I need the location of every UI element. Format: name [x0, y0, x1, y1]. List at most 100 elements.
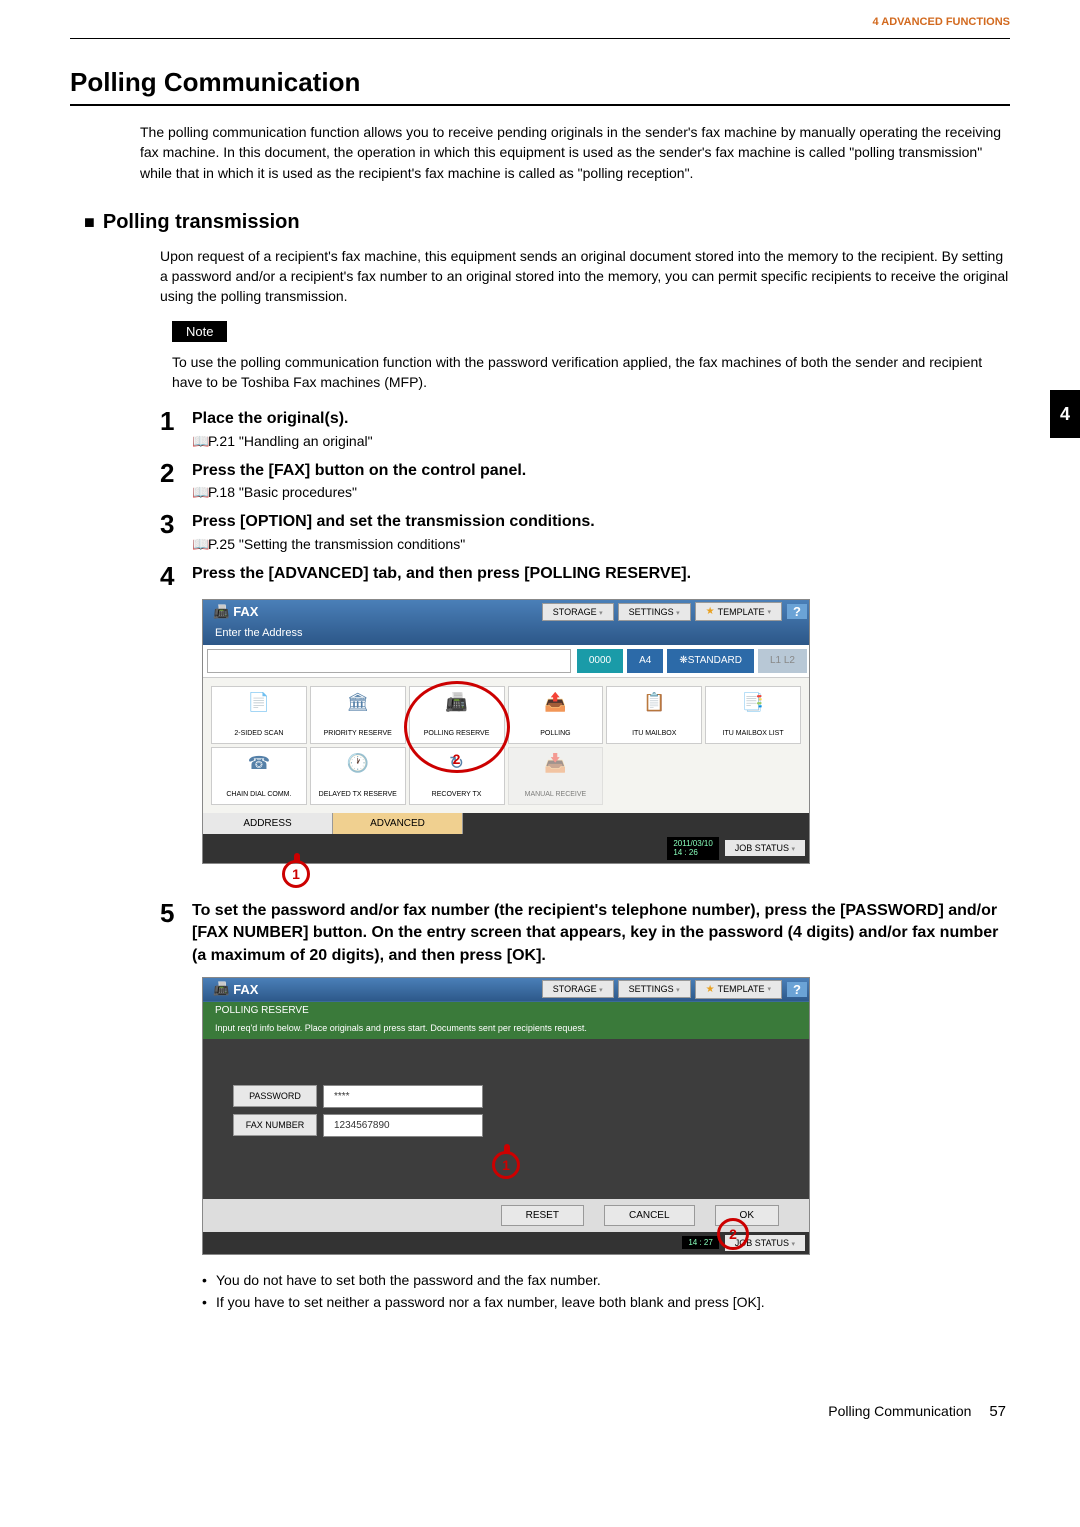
icon-itu-mailbox[interactable]: 📋 ITU MAILBOX: [606, 686, 702, 744]
icon-empty: [606, 747, 702, 805]
step-number: 5: [160, 900, 192, 967]
step-1: 1 Place the original(s). 📖P.21 "Handling…: [160, 408, 1010, 449]
settings-button[interactable]: SETTINGS ▾: [618, 603, 691, 621]
section-title-text: Polling transmission: [103, 211, 300, 234]
counter-pill: 0000: [577, 649, 623, 673]
help-button[interactable]: ?: [787, 982, 807, 997]
tab-address[interactable]: ADDRESS: [203, 813, 333, 834]
icon-label: CHAIN DIAL COMM.: [226, 791, 291, 798]
icon-empty: [705, 747, 801, 805]
template-button[interactable]: ★TEMPLATE ▾: [695, 602, 782, 621]
note-text: To use the polling communication functio…: [172, 352, 1010, 393]
polling-reserve-icon: 📠: [445, 693, 467, 713]
book-icon: 📖: [192, 484, 206, 501]
chapter-label: 4 ADVANCED FUNCTIONS: [70, 16, 1010, 28]
step-heading: Press the [ADVANCED] tab, and then press…: [192, 563, 1010, 585]
step-heading: Place the original(s).: [192, 408, 1010, 430]
step-sub: 📖P.18 "Basic procedures": [192, 484, 1010, 501]
storage-button[interactable]: STORAGE ▾: [542, 603, 614, 621]
mailbox-icon: 📋: [643, 693, 665, 713]
polling-reserve-subtitle: POLLING RESERVE: [203, 1002, 809, 1019]
icon-2sided-scan[interactable]: 📄 2-SIDED SCAN: [211, 686, 307, 744]
callout-1: 1: [492, 1151, 520, 1179]
chevron-down-icon: ▾: [767, 608, 771, 616]
page-footer: Polling Communication 57: [70, 1403, 1010, 1420]
standard-text: STANDARD: [688, 655, 742, 666]
scan-icon: 📄: [248, 693, 270, 713]
screenshot-advanced-tab: 📠FAX STORAGE ▾ SETTINGS ▾ ★TEMPLATE ▾ ? …: [202, 599, 810, 864]
password-value: ****: [323, 1085, 483, 1108]
storage-label: STORAGE: [553, 984, 597, 994]
header-rule: [70, 38, 1010, 39]
step-5: 5 To set the password and/or fax number …: [160, 900, 1010, 967]
template-label: TEMPLATE: [718, 984, 765, 994]
star-icon: ★: [706, 606, 715, 617]
job-status-button[interactable]: JOB STATUS ▾: [725, 840, 805, 856]
step-sub: 📖P.21 "Handling an original": [192, 433, 1010, 450]
bullet-list: You do not have to set both the password…: [202, 1269, 1010, 1314]
note-badge: Note: [172, 321, 227, 342]
callout-2: 2: [717, 1218, 749, 1250]
icon-label: POLLING: [540, 730, 570, 737]
storage-button[interactable]: STORAGE ▾: [542, 980, 614, 998]
section-paragraph: Upon request of a recipient's fax machin…: [160, 246, 1010, 307]
fax-title-text: FAX: [233, 982, 258, 997]
faxnumber-row: FAX NUMBER 1234567890: [233, 1114, 779, 1137]
password-button[interactable]: PASSWORD: [233, 1085, 317, 1107]
icon-label: ITU MAILBOX: [632, 730, 676, 737]
icon-delayed-tx[interactable]: 🕐DELAYED TX RESERVE: [310, 747, 406, 805]
callout-number-2: 2: [453, 751, 461, 767]
list-item: If you have to set neither a password no…: [202, 1291, 1010, 1313]
tab-advanced[interactable]: ADVANCED: [333, 813, 463, 834]
help-button[interactable]: ?: [787, 604, 807, 619]
delayed-icon: 🕐: [347, 754, 369, 774]
template-button[interactable]: ★TEMPLATE ▾: [695, 980, 782, 999]
icon-itu-mailbox-list[interactable]: 📑ITU MAILBOX LIST: [705, 686, 801, 744]
step-number: 4: [160, 563, 192, 589]
settings-label: SETTINGS: [629, 984, 674, 994]
icon-polling[interactable]: 📤 POLLING: [508, 686, 604, 744]
icon-label: 2-SIDED SCAN: [234, 730, 283, 737]
step-ref: P.21 "Handling an original": [208, 433, 373, 449]
fax-title: 📠FAX: [203, 604, 539, 620]
book-icon: 📖: [192, 536, 206, 553]
icon-polling-reserve[interactable]: 📠POLLING RESERVE 2: [409, 686, 505, 744]
job-status-label: JOB STATUS: [735, 843, 789, 853]
fax-icon: 📠: [213, 604, 229, 620]
faxnumber-button[interactable]: FAX NUMBER: [233, 1114, 317, 1136]
book-icon: 📖: [192, 433, 206, 450]
priority-icon: 🏛: [346, 693, 369, 713]
icon-label: RECOVERY TX: [432, 791, 482, 798]
standard-pill: ❋ STANDARD: [667, 649, 754, 673]
template-label: TEMPLATE: [718, 607, 765, 617]
icon-label: MANUAL RECEIVE: [525, 791, 587, 798]
step-4: 4 Press the [ADVANCED] tab, and then pre…: [160, 563, 1010, 589]
title-underline: [70, 104, 1010, 106]
settings-label: SETTINGS: [629, 607, 674, 617]
step-heading: Press [OPTION] and set the transmission …: [192, 511, 1010, 533]
address-field[interactable]: [207, 649, 571, 673]
icon-chain-dial[interactable]: ☎ CHAIN DIAL COMM.: [211, 747, 307, 805]
cancel-button[interactable]: CANCEL: [604, 1205, 695, 1226]
sidebar-tab: 4: [1050, 390, 1080, 438]
callout-1: 1: [282, 860, 310, 888]
lines-pill: L1 L2: [758, 649, 807, 673]
step-heading: To set the password and/or fax number (t…: [192, 900, 1010, 967]
step-number: 3: [160, 511, 192, 552]
step-heading: Press the [FAX] button on the control pa…: [192, 460, 1010, 482]
chevron-down-icon: ▾: [676, 987, 680, 994]
reset-button[interactable]: RESET: [501, 1205, 584, 1226]
icon-priority-reserve[interactable]: 🏛PRIORITY RESERVE: [310, 686, 406, 744]
date-text: 2011/03/10: [673, 839, 712, 848]
chain-icon: ☎: [248, 754, 270, 774]
screenshot-polling-reserve: 📠FAX STORAGE ▾ SETTINGS ▾ ★TEMPLATE ▾ ? …: [202, 977, 810, 1255]
polling-icon: 📤: [544, 693, 566, 713]
section-title: Polling transmission: [84, 211, 1010, 234]
settings-button[interactable]: SETTINGS ▾: [618, 980, 691, 998]
footer-section: Polling Communication: [828, 1403, 971, 1419]
faxnumber-value: 1234567890: [323, 1114, 483, 1137]
storage-label: STORAGE: [553, 607, 597, 617]
icon-manual-receive: 📥MANUAL RECEIVE: [508, 747, 604, 805]
password-row: PASSWORD ****: [233, 1085, 779, 1108]
mailbox-list-icon: 📑: [742, 693, 764, 713]
